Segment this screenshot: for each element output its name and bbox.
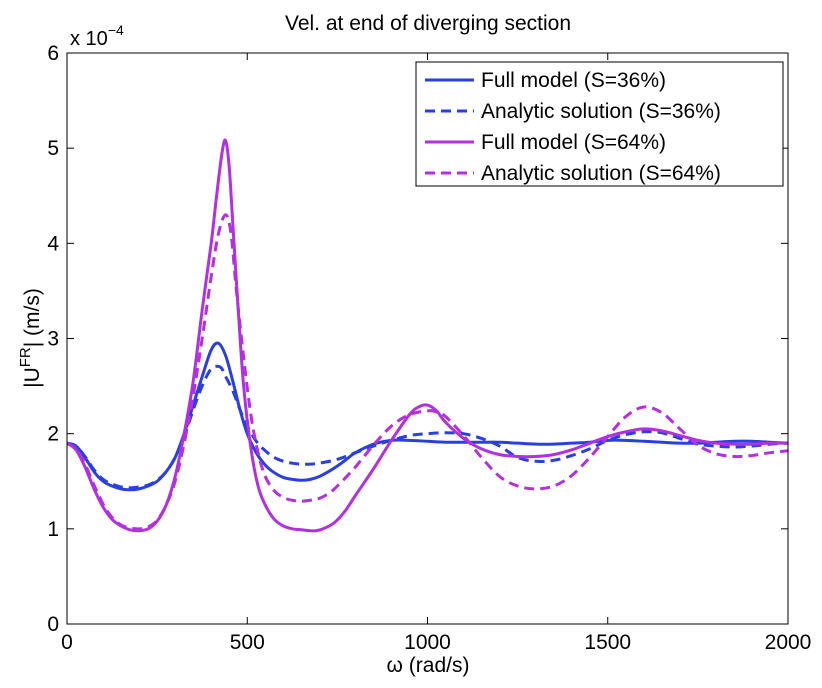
legend-label-full-36: Full model (S=36%) — [481, 69, 666, 92]
y-axis-label: |UFR| (m/s) — [17, 288, 44, 388]
y-tick-label-4: 4 — [47, 232, 59, 255]
legend-label-analytic-36: Analytic solution (S=36%) — [481, 100, 721, 123]
x-axis-label: ω (rad/s) — [387, 654, 470, 677]
y-label-suffix: | (m/s) — [21, 288, 44, 347]
series-layer — [67, 138, 788, 533]
y-tick-label-1: 1 — [47, 518, 59, 541]
y-tick-label-0: 0 — [47, 613, 59, 636]
x-tick-label-3: 1500 — [584, 631, 631, 654]
series-line-1 — [67, 364, 788, 490]
axis-layer: 0 500 1000 1500 2000 0 1 2 3 4 5 6 — [47, 42, 811, 654]
x-tick-label-1: 500 — [230, 631, 265, 654]
y-tick-label-5: 5 — [47, 137, 59, 160]
y-tick-label-3: 3 — [47, 328, 59, 351]
series-line-3 — [67, 213, 788, 531]
y-multiplier-exponent: −4 — [108, 22, 124, 38]
y-tick-label-6: 6 — [47, 42, 59, 65]
y-tick-label-2: 2 — [47, 423, 59, 446]
legend-label-full-64: Full model (S=64%) — [481, 131, 666, 154]
legend-label-analytic-64: Analytic solution (S=64%) — [481, 162, 721, 185]
chart-title: Vel. at end of diverging section — [285, 12, 571, 35]
legend-box — [415, 61, 784, 187]
y-axis-multiplier: x 10−4 — [70, 22, 124, 50]
x-tick-label-2: 1000 — [404, 631, 451, 654]
x-tick-label-4: 2000 — [765, 631, 812, 654]
y-label-prefix: |U — [21, 367, 44, 388]
legend: Full model (S=36%) Analytic solution (S=… — [415, 61, 784, 187]
y-multiplier-base: x 10 — [70, 28, 108, 50]
y-label-superscript: FR — [17, 347, 34, 367]
x-tick-label-0: 0 — [61, 631, 73, 654]
